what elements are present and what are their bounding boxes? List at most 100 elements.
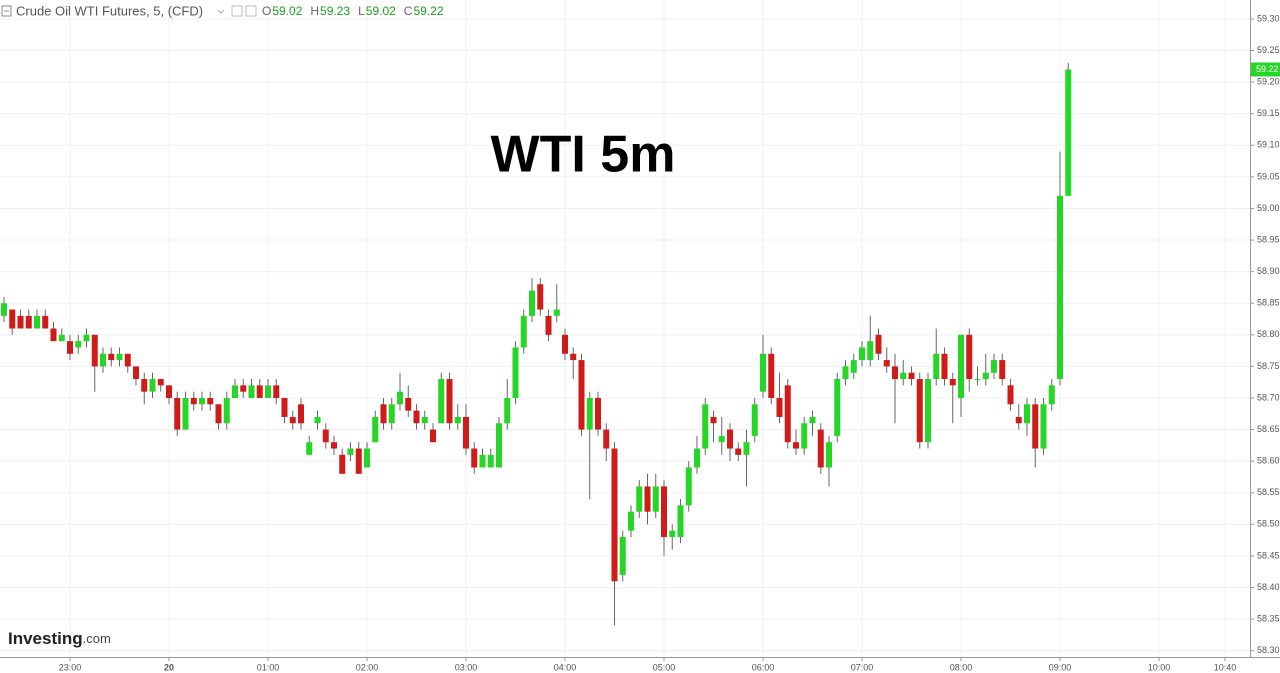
candle-body [438,379,445,424]
y-tick-label: 59.20 [1257,77,1280,87]
candle-body [793,442,799,449]
candle-body [199,397,205,405]
candle-body [883,360,890,367]
watermark-brand-text: Investing [8,629,83,648]
candle-body [215,404,222,424]
annotation: WTI 5m [491,126,676,184]
candle-body [850,360,857,373]
candle-body [628,511,634,531]
candle-body [504,397,511,424]
ohlc-value: 59.02 [272,4,302,18]
x-tick-label: 08:00 [950,662,973,672]
candle-body [133,366,139,380]
candle-body [1065,69,1072,196]
candle-body [801,423,808,449]
instrument-title: Crude Oil WTI Futures, 5, (CFD) [16,3,203,18]
candle-body [949,379,956,386]
candle-body [718,435,725,443]
ohlc-label: H [310,4,319,18]
candle-body [454,416,461,424]
candle-body [42,315,49,329]
candle-body [834,379,841,436]
candle-body [933,353,940,380]
candle-body [83,334,90,342]
candle-body [34,315,40,329]
candle-body [727,429,733,449]
x-tick-label: 05:00 [653,662,676,672]
candle-body [256,385,263,398]
candle-body [166,385,172,398]
candle-body [25,315,32,329]
y-tick-label: 58.45 [1257,550,1280,560]
y-tick-label: 59.25 [1257,45,1280,55]
candle-body [380,404,387,424]
candle-body [1007,385,1014,405]
grid [0,0,1250,657]
candle-body [760,353,766,392]
candle-body [595,397,601,430]
candle-body [751,404,758,436]
candle-body [1024,404,1030,424]
candle-body [512,347,519,398]
dropdown-arrow[interactable] [217,9,225,14]
candle-body [537,284,544,310]
watermark-brand: Investing.com [8,629,111,648]
candle-body [892,366,898,380]
candle-body [124,353,131,367]
y-tick-label: 58.85 [1257,298,1280,308]
y-tick-label: 59.00 [1257,203,1280,213]
candle-body [149,379,156,392]
candle-body [859,347,865,361]
candle-body [67,341,73,354]
candle-body [232,385,238,398]
last-price-label: 59.22 [1256,64,1279,74]
y-tick-label: 58.50 [1257,519,1280,529]
candle-body [306,442,313,455]
candle-body [685,467,692,506]
last-price-box [1251,62,1280,77]
close-icon[interactable] [245,5,257,17]
candle-body [322,429,329,443]
x-tick-label: 03:00 [455,662,478,672]
candle-body [562,334,568,354]
candle-body [141,379,148,392]
x-tick-label: 04:00 [554,662,577,672]
candle-body [1032,404,1039,449]
candle-body [916,379,923,443]
x-tick-label: 23:00 [59,662,82,672]
candle-body [364,448,370,468]
candle-body [694,448,700,468]
candle-body [1015,416,1022,424]
candle-body [487,454,494,468]
candle-body [545,315,552,335]
candle-body [339,454,346,474]
x-tick-label: 20 [164,662,174,672]
y-tick-label: 58.35 [1257,613,1280,623]
candle-body [207,397,214,405]
candle-body [636,486,643,512]
candle-body [776,397,783,417]
y-tick-label: 58.30 [1257,645,1280,655]
y-tick-label: 58.65 [1257,424,1280,434]
ohlc-value: 59.22 [413,4,443,18]
ohlc-legend: O 59.02 H 59.23 L 59.02 C 59.22 [262,4,444,18]
candle-body [958,334,964,398]
candle-body [430,429,436,443]
candle-body [9,309,16,329]
candle-body [347,448,354,455]
candle-body [116,353,123,361]
candle-body [331,442,337,449]
candle-body [100,353,106,367]
ohlc-value: 59.02 [366,4,396,18]
y-tick-label: 58.55 [1257,487,1280,497]
y-tick-label: 58.40 [1257,582,1280,592]
candle-body [397,391,403,405]
settings-icon[interactable] [231,5,243,17]
x-tick-label: 10:00 [1148,662,1171,672]
candle-body [817,429,824,468]
collapse-icon[interactable] [1,5,12,17]
candle-body [50,328,57,342]
candle-body [529,290,535,316]
